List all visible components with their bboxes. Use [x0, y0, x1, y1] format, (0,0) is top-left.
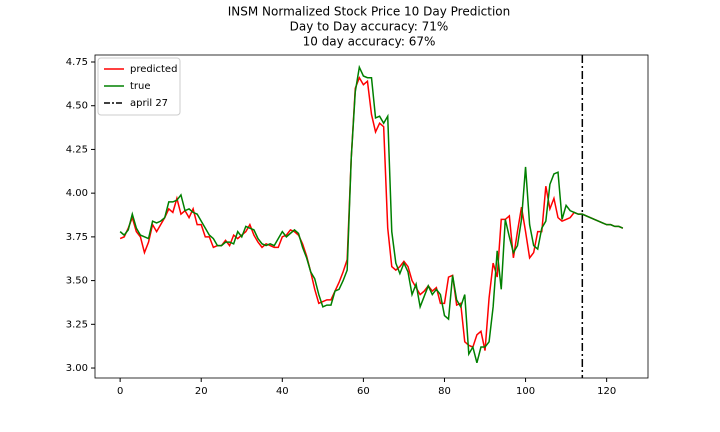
y-tick-label: 4.50 — [66, 101, 88, 112]
y-tick-label: 4.00 — [66, 188, 88, 199]
y-tick-label: 3.50 — [66, 276, 88, 287]
x-tick-label: 40 — [276, 386, 289, 397]
y-tick-label: 4.25 — [66, 144, 88, 155]
x-tick-label: 0 — [117, 386, 123, 397]
chart-subtitle: 10 day accuracy: 67% — [303, 35, 436, 49]
chart-title: INSM Normalized Stock Price 10 Day Predi… — [228, 5, 511, 19]
plot-frame — [94, 54, 649, 379]
series-line — [119, 75, 624, 351]
legend-label: true — [130, 81, 151, 92]
y-tick-label: 3.75 — [66, 232, 88, 243]
y-tick-label: 3.00 — [66, 363, 88, 374]
x-tick-label: 60 — [357, 386, 370, 397]
chart-subtitle: Day to Day accuracy: 71% — [290, 20, 449, 34]
x-tick-label: 120 — [597, 386, 616, 397]
x-tick-label: 100 — [516, 386, 535, 397]
x-tick-label: 20 — [195, 386, 208, 397]
legend-label: april 27 — [130, 98, 168, 109]
series-line — [119, 64, 624, 363]
legend-box — [97, 57, 181, 116]
y-tick-label: 4.75 — [66, 57, 88, 68]
x-tick-label: 80 — [438, 386, 451, 397]
legend-label: predicted — [130, 64, 177, 75]
y-tick-label: 3.25 — [66, 319, 88, 330]
